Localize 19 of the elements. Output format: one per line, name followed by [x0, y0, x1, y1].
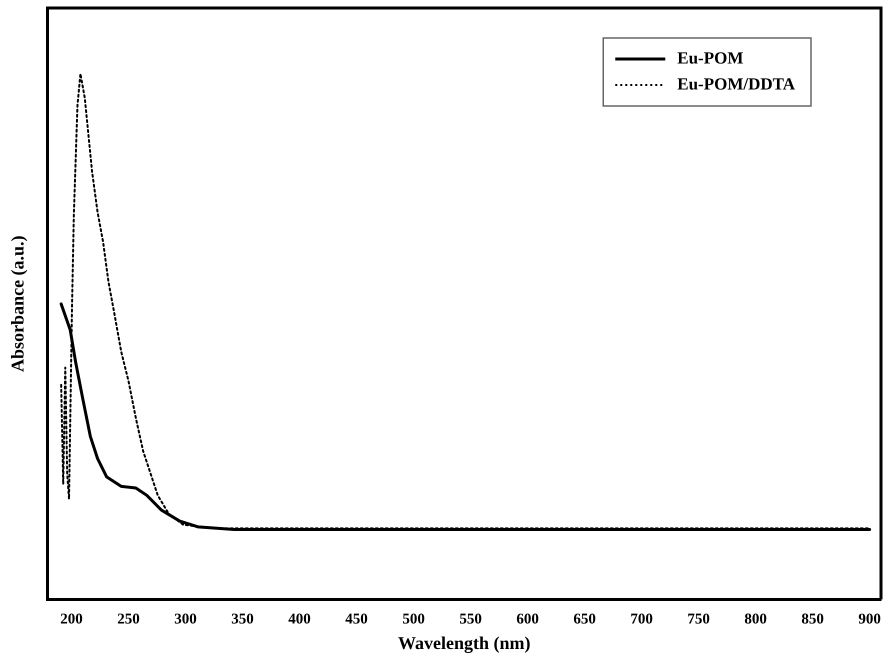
x-tick-label: 700	[630, 611, 653, 628]
x-tick-label: 450	[345, 611, 368, 628]
x-tick-label: 350	[231, 611, 254, 628]
x-tick-label: 500	[402, 611, 425, 628]
legend-label: Eu-POM/DDTA	[677, 74, 796, 94]
x-tick-label: 900	[858, 611, 881, 628]
x-tick-label: 400	[288, 611, 311, 628]
x-tick-label: 300	[174, 611, 197, 628]
x-tick-label: 250	[117, 611, 140, 628]
legend-label: Eu-POM	[677, 48, 744, 68]
x-tick-label: 650	[573, 611, 596, 628]
x-tick-label: 600	[516, 611, 539, 628]
x-tick-label: 750	[687, 611, 710, 628]
x-axis-title: Wavelength (nm)	[398, 632, 531, 653]
y-axis-title: Absorbance (a.u.)	[7, 235, 28, 372]
x-tick-label: 850	[801, 611, 824, 628]
x-tick-label: 550	[459, 611, 482, 628]
x-tick-label: 800	[744, 611, 767, 628]
x-tick-label: 200	[60, 611, 83, 628]
